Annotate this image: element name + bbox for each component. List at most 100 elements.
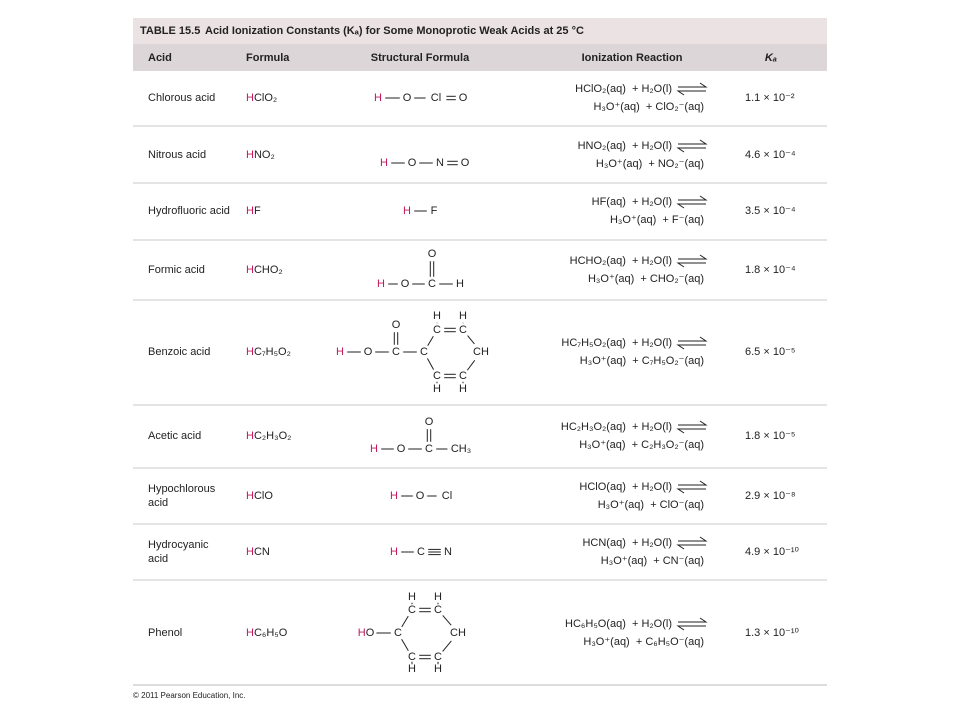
acidic-h: H <box>246 149 254 161</box>
atom: O <box>401 278 410 290</box>
reaction-line: H₃O⁺(aq) + F⁻(aq) <box>610 214 704 226</box>
atom: C <box>459 370 467 382</box>
reaction-line: HC₆H₅O(aq) + H₂O(l) <box>565 618 672 630</box>
equilibrium-arrow <box>676 536 708 550</box>
header: Formula <box>246 52 290 64</box>
reaction-line: HC₂H₃O₂(aq) + H₂O(l) <box>561 421 672 433</box>
atom: H <box>408 591 416 603</box>
rest: C₂H₃O₂ <box>254 430 291 442</box>
ka-value: 1.1 × 10⁻² <box>745 92 795 104</box>
atom: H <box>377 278 385 290</box>
formula: HCN <box>246 546 270 558</box>
rest: NO₂ <box>254 149 275 161</box>
atom: O <box>408 157 417 169</box>
acidic-h: H <box>403 205 411 217</box>
header: Ionization Reaction <box>582 52 683 64</box>
acid-name: Hydrofluoric acid <box>148 205 230 217</box>
ka-value: 2.9 × 10⁻⁸ <box>745 490 796 502</box>
rest: F <box>254 205 261 217</box>
reaction-line: H₃O⁺(aq) + ClO₂⁻(aq) <box>593 101 704 113</box>
atom: O <box>416 490 425 502</box>
acidic-h: H <box>336 346 344 358</box>
reaction-line: HClO₂(aq) + H₂O(l) <box>575 83 672 95</box>
atom: CH <box>473 346 489 358</box>
acid-name: Nitrous acid <box>148 149 206 161</box>
acid-name: Phenol <box>148 627 182 639</box>
ka-value: 1.8 × 10⁻⁵ <box>745 430 795 442</box>
atom: O <box>392 319 401 331</box>
atom: O <box>459 92 468 104</box>
equilibrium-arrow <box>676 480 708 494</box>
acid-name: Chlorous acid <box>148 92 215 104</box>
atom: O <box>461 157 470 169</box>
atom: C <box>434 651 442 663</box>
atom: Cl <box>442 490 452 502</box>
atom: H <box>434 591 442 603</box>
header: Kₐ <box>765 52 777 64</box>
table-title: Acid Ionization Constants (Kₐ) for Some … <box>205 25 584 37</box>
atom: C <box>433 370 441 382</box>
atom: C <box>459 324 467 336</box>
acidic-h: H <box>246 430 254 442</box>
reaction-line: H₃O⁺(aq) + CN⁻(aq) <box>601 555 704 567</box>
bond <box>442 615 452 626</box>
atom: O <box>364 346 373 358</box>
header-band <box>133 44 827 71</box>
formula: HC₇H₅O₂ <box>246 346 291 358</box>
atom: H <box>370 443 378 455</box>
atom: C <box>428 278 436 290</box>
reaction-line: H₃O⁺(aq) + CHO₂⁻(aq) <box>588 273 704 285</box>
reaction-line: H₃O⁺(aq) + C₂H₃O₂⁻(aq) <box>579 439 704 451</box>
atom: H <box>459 310 467 322</box>
equilibrium-arrow <box>676 254 708 268</box>
equilibrium-arrow <box>676 420 708 434</box>
rest: CHO₂ <box>254 264 283 276</box>
reaction-line: H₃O⁺(aq) + C₆H₅O⁻(aq) <box>583 636 704 648</box>
atom: H <box>390 546 398 558</box>
bond <box>427 335 434 347</box>
atom: C <box>417 546 425 558</box>
formula: HNO₂ <box>246 149 275 161</box>
acidic-h: H <box>377 278 385 290</box>
atom: N <box>444 546 452 558</box>
reaction-line: HCHO₂(aq) + H₂O(l) <box>570 255 672 267</box>
acid-name: Formic acid <box>148 264 205 276</box>
rest: C₆H₅O <box>254 627 288 639</box>
bond <box>442 640 452 652</box>
footer: © 2011 Pearson Education, Inc. <box>133 691 245 700</box>
acidic-h: H <box>390 546 398 558</box>
reaction-line: HNO₂(aq) + H₂O(l) <box>578 140 672 152</box>
atom: H <box>456 278 464 290</box>
acidic-h: H <box>246 490 254 502</box>
atom: CH <box>450 627 466 639</box>
formula: HClO₂ <box>246 92 277 104</box>
atom: H <box>434 663 442 675</box>
formula: HClO <box>246 490 273 502</box>
atom: C <box>408 651 416 663</box>
atom: H <box>459 383 467 395</box>
bond <box>401 615 409 628</box>
acid-name: Hypochlorous <box>148 483 216 495</box>
acidic-h: H <box>358 627 366 639</box>
atom: C <box>434 604 442 616</box>
atom: H <box>380 157 388 169</box>
bond <box>466 360 476 371</box>
acidic-h: H <box>246 546 254 558</box>
ka-value: 4.9 × 10⁻¹⁰ <box>745 546 800 558</box>
acid-name: acid <box>148 497 168 509</box>
rest: ClO <box>254 490 273 502</box>
reaction-line: H₃O⁺(aq) + NO₂⁻(aq) <box>596 158 704 170</box>
atom: C <box>394 627 402 639</box>
formula: HCHO₂ <box>246 264 283 276</box>
header: Acid <box>148 52 172 64</box>
equilibrium-arrow <box>676 195 708 209</box>
title-band <box>133 18 827 44</box>
acid-name: Acetic acid <box>148 430 201 442</box>
atom: H <box>374 92 382 104</box>
atom: O <box>397 443 406 455</box>
atom: HO <box>358 627 375 639</box>
rest: O <box>366 627 375 639</box>
acidic-h: H <box>246 264 254 276</box>
atom: O <box>403 92 412 104</box>
acidic-h: H <box>380 157 388 169</box>
